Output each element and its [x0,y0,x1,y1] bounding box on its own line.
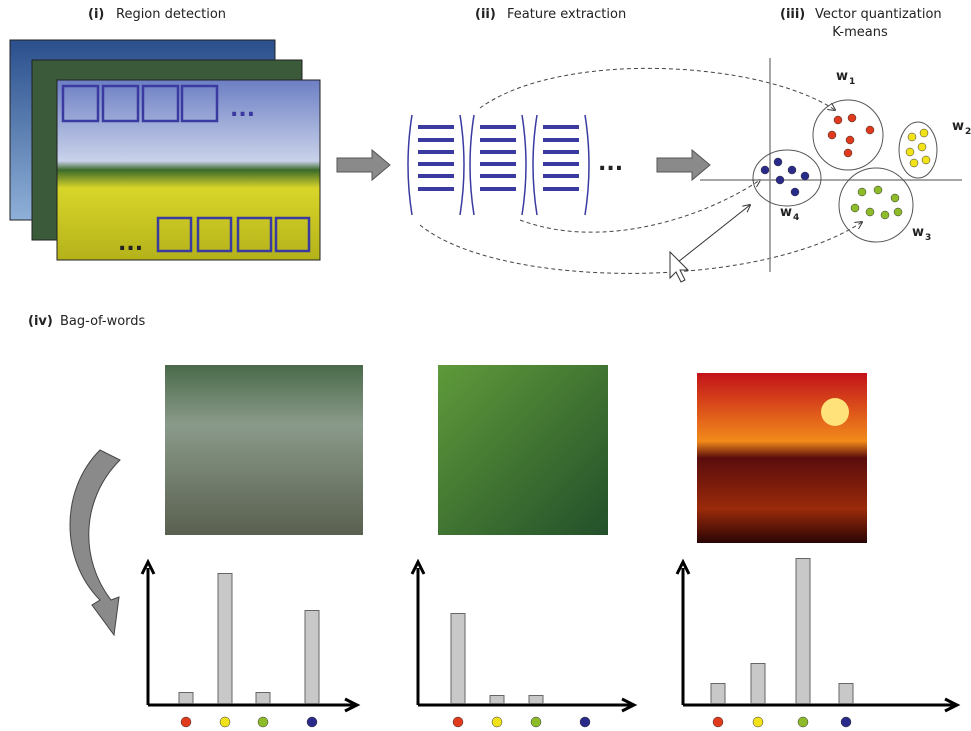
cluster-point [894,208,902,216]
curved-arrow [70,450,120,635]
cluster-label: w [912,225,924,240]
cluster-point [834,116,842,124]
cluster-point [858,188,866,196]
cluster-point [846,136,854,144]
bar [796,559,810,704]
page: (i) Region detection (ii) Feature extrac… [0,0,971,731]
step-number: (iv) [28,314,53,329]
cluster-point [910,159,918,167]
feature-vectors [408,115,589,215]
bar [711,684,725,704]
cluster-point [891,194,899,202]
cluster-point [908,133,916,141]
image [438,365,608,535]
bar [256,693,270,704]
cluster-label: w [836,69,848,84]
cluster-point [788,166,796,174]
bar [451,614,465,704]
bar [529,696,543,704]
word-dot [258,717,268,727]
bar [179,693,193,704]
cluster-point [866,208,874,216]
arrow [657,150,710,180]
word-dot [713,717,723,727]
word-dot [580,717,590,727]
cluster-point [851,204,859,212]
ellipsis: ... [598,151,623,176]
word-dot [492,717,502,727]
step-label: Feature extraction [507,7,626,22]
step-number: (i) [88,7,104,22]
cluster-point [881,211,889,219]
step-number: (ii) [475,7,496,22]
cluster-point [922,156,930,164]
step-label: Vector quantization [815,7,942,22]
word-dot [798,717,808,727]
image [165,365,363,535]
cluster-point [866,126,874,134]
cluster-point [801,172,809,180]
cluster-label: w [952,119,964,134]
sun [821,398,849,426]
image [57,80,320,260]
word-dot [220,717,230,727]
step-label: Region detection [116,7,226,22]
bar [218,574,232,704]
cluster-point [776,176,784,184]
cluster-point [920,129,928,137]
word-dot [453,717,463,727]
cluster-index: 3 [925,233,931,243]
bar [839,684,853,704]
cluster-index: 1 [849,77,855,87]
step-label: Bag-of-words [60,314,146,329]
cluster-point [844,149,852,157]
ellipsis: ... [230,97,255,122]
cluster-label: w [780,205,792,220]
word-dot [307,717,317,727]
cluster-index: 4 [793,213,799,223]
axis [142,562,357,711]
cluster-point [774,158,782,166]
axis [412,562,634,711]
cluster-point [906,148,914,156]
bar [751,664,765,704]
cluster-point [918,143,926,151]
bar [305,611,319,704]
cluster-point [848,114,856,122]
cluster-index: 2 [965,127,971,137]
cluster-point [761,166,769,174]
word-dot [181,717,191,727]
arrow [337,150,390,180]
pointer-line [678,205,750,262]
cluster-point [828,131,836,139]
step-sublabel: K-means [832,25,888,40]
word-dot [531,717,541,727]
image [697,373,867,543]
bar [490,696,504,704]
word-dot [841,717,851,727]
cluster-point [791,188,799,196]
ellipsis: ... [118,231,143,256]
step-number: (iii) [780,7,805,22]
cluster-point [874,186,882,194]
clusters [753,100,937,242]
word-dot [753,717,763,727]
